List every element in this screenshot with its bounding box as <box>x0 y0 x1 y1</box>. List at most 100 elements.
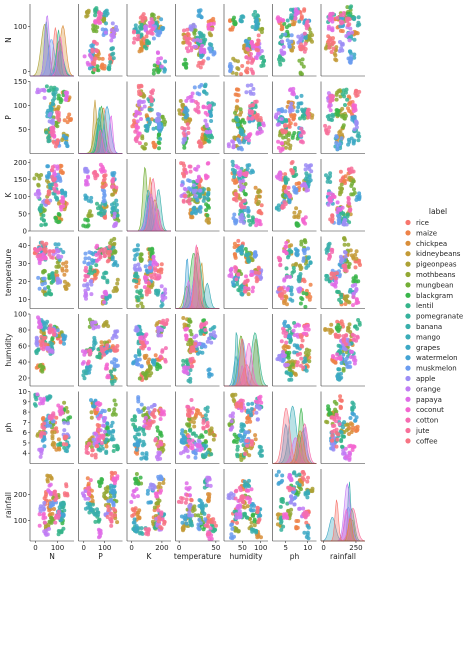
scatter-point <box>60 138 65 142</box>
scatter-point <box>352 55 357 60</box>
scatter-point <box>328 108 333 113</box>
scatter-point <box>151 255 156 260</box>
scatter-point <box>285 18 290 23</box>
scatter-point <box>189 364 194 369</box>
scatter-point <box>87 352 92 357</box>
scatter-point <box>288 275 292 279</box>
scatter-point <box>89 279 94 284</box>
scatter-point <box>155 67 160 71</box>
scatter-point <box>306 327 311 332</box>
scatter-point <box>35 90 40 95</box>
scatter-point <box>344 342 349 347</box>
scatter-point <box>58 340 63 345</box>
scatter-point <box>38 454 43 459</box>
scatter-point <box>190 91 195 96</box>
scatter-point <box>201 104 206 109</box>
scatter-point <box>43 256 48 261</box>
scatter-point <box>64 268 69 273</box>
scatter-point <box>88 348 92 353</box>
scatter-point <box>151 126 156 131</box>
panel-temperature-K <box>126 236 171 309</box>
scatter-point <box>246 214 251 218</box>
scatter-point <box>115 263 120 268</box>
scatter-point <box>287 44 292 49</box>
scatter-point <box>38 339 43 344</box>
scatter-point <box>245 60 250 65</box>
scatter-point <box>157 112 162 117</box>
scatter-point <box>163 291 168 295</box>
scatter-point <box>90 47 95 52</box>
scatter-point <box>281 135 286 140</box>
scatter-point <box>110 257 115 262</box>
scatter-point <box>294 172 299 177</box>
scatter-point <box>88 209 93 214</box>
scatter-point <box>299 242 304 247</box>
y-tick-label: 7 <box>23 419 27 427</box>
scatter-point <box>278 172 283 177</box>
y-tick-label: 150 <box>14 78 27 86</box>
scatter-point <box>339 46 344 51</box>
scatter-point <box>339 136 344 141</box>
scatter-point <box>62 428 67 433</box>
scatter-point <box>261 121 266 126</box>
scatter-point <box>281 128 286 133</box>
scatter-point <box>40 401 45 406</box>
scatter-point <box>209 340 214 345</box>
scatter-point <box>352 355 357 360</box>
scatter-point <box>352 127 357 132</box>
scatter-point <box>340 205 345 210</box>
scatter-point <box>201 198 206 203</box>
scatter-point <box>304 184 308 189</box>
scatter-point <box>99 345 104 350</box>
panel-temperature-P <box>78 236 123 309</box>
scatter-point <box>65 90 70 95</box>
scatter-point <box>306 107 311 112</box>
scatter-point <box>249 83 254 88</box>
scatter-point <box>95 258 99 263</box>
scatter-point <box>153 268 158 273</box>
scatter-point <box>159 320 164 325</box>
scatter-point <box>199 55 204 59</box>
scatter-point <box>160 297 165 302</box>
scatter-point <box>328 217 333 222</box>
scatter-point <box>240 217 245 222</box>
scatter-point <box>328 174 332 179</box>
scatter-point <box>246 292 251 297</box>
scatter-point <box>278 293 283 298</box>
scatter-point <box>339 319 344 324</box>
scatter-point <box>254 42 259 47</box>
scatter-point <box>239 187 243 192</box>
scatter-point <box>283 109 288 114</box>
scatter-point <box>92 335 97 340</box>
panel-N-ph <box>272 4 317 77</box>
scatter-point <box>350 332 355 337</box>
scatter-point <box>335 111 339 115</box>
scatter-point <box>280 39 285 44</box>
scatter-point <box>200 344 205 348</box>
scatter-point <box>287 244 292 249</box>
scatter-point <box>38 396 43 401</box>
scatter-point <box>341 220 346 225</box>
scatter-point <box>302 181 307 186</box>
scatter-point <box>82 54 87 59</box>
panel-P-rainfall <box>320 81 365 154</box>
scatter-point <box>297 19 302 24</box>
scatter-point <box>110 178 115 183</box>
scatter-point <box>288 105 293 110</box>
scatter-point <box>339 187 344 191</box>
scatter-point <box>236 272 241 277</box>
scatter-point <box>66 416 71 421</box>
scatter-point <box>192 335 197 340</box>
scatter-point <box>352 337 357 342</box>
scatter-point <box>115 277 120 282</box>
scatter-point <box>247 163 252 168</box>
scatter-point <box>51 102 56 107</box>
scatter-point <box>65 144 70 149</box>
scatter-point <box>328 18 333 23</box>
scatter-point <box>132 118 136 123</box>
scatter-point <box>147 107 152 112</box>
scatter-point <box>107 253 112 258</box>
scatter-point <box>56 220 61 225</box>
scatter-point <box>143 44 147 49</box>
